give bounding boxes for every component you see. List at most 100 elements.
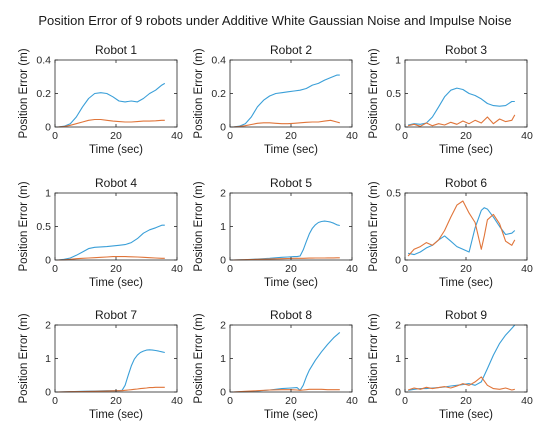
robot-6-xlabel: Time (sec) — [439, 277, 493, 289]
robot-5-xtick-label: 0 — [227, 263, 233, 275]
robot-6-xtick-label: 20 — [460, 263, 472, 275]
robot-3-xtick-label: 40 — [521, 130, 533, 142]
robot-2-title: Robot 2 — [270, 43, 312, 57]
robot-4-xtick-label: 20 — [110, 263, 122, 275]
robot-2-xlabel: Time (sec) — [264, 144, 318, 156]
robot-5-ytick-label: 2 — [220, 188, 226, 200]
robot-9-series-2-line — [407, 376, 515, 391]
robot-3-xlabel: Time (sec) — [439, 144, 493, 156]
robot-6-ytick-label: 0 — [395, 255, 401, 267]
figure-title: Position Error of 9 robots under Additiv… — [38, 13, 511, 28]
robot-5-xtick-label: 40 — [346, 263, 358, 275]
robot-9-axes-frame — [404, 324, 528, 393]
robot-8-axes-frame — [229, 324, 353, 393]
robot-4-xlabel: Time (sec) — [89, 277, 143, 289]
robot-9-ytick-label: 0 — [395, 387, 401, 399]
robot-1-ylabel: Position Error (m) — [18, 48, 30, 138]
robot-4-xtick-label: 0 — [52, 263, 58, 275]
robot-2-ytick-label: 0.4 — [211, 55, 226, 67]
robot-2-series-1-line — [233, 74, 340, 128]
robot-8-series-2-line — [233, 388, 340, 393]
robot-1-xtick-label: 0 — [52, 130, 58, 142]
robot-8-title: Robot 8 — [270, 308, 312, 322]
robot-8-ylabel: Position Error (m) — [193, 313, 205, 403]
robot-6-ytick-label: 0.5 — [386, 188, 401, 200]
robot-5-series-1-line — [233, 220, 340, 261]
robot-8-xtick-label: 0 — [227, 395, 233, 407]
robot-1-ytick-label: 0.4 — [36, 55, 51, 67]
robot-7-ytick-label: 1 — [45, 353, 51, 365]
robot-3-ytick-label: 0.5 — [386, 88, 401, 100]
robot-3-axes-frame — [404, 59, 528, 128]
robot-7-series-2-line — [57, 386, 165, 393]
robot-3-xtick-label: 0 — [402, 130, 408, 142]
robot-8-ytick-label: 1 — [220, 353, 226, 365]
robot-6-title: Robot 6 — [445, 176, 487, 190]
robot-9-title: Robot 9 — [445, 308, 487, 322]
robot-9-ytick-label: 2 — [395, 320, 401, 332]
robot-1-xlabel: Time (sec) — [89, 144, 143, 156]
robot-6-xtick-label: 0 — [402, 263, 408, 275]
robot-8-xtick-label: 40 — [346, 395, 358, 407]
robot-1-xtick-label: 40 — [171, 130, 183, 142]
robot-4-ytick-label: 0 — [45, 255, 51, 267]
robot-5-axes-frame — [229, 192, 353, 261]
robot-2-ylabel: Position Error (m) — [193, 48, 205, 138]
robot-9-ylabel: Position Error (m) — [368, 313, 380, 403]
robot-2-xtick-label: 40 — [346, 130, 358, 142]
robot-7-title: Robot 7 — [95, 308, 137, 322]
robot-7-xlabel: Time (sec) — [89, 409, 143, 421]
robot-3-ytick-label: 0 — [395, 122, 401, 134]
robot-5-ytick-label: 1 — [220, 221, 226, 233]
robot-6-series-1-line — [407, 207, 516, 256]
robot-7-xtick-label: 20 — [110, 395, 122, 407]
robot-2-series-2-line — [233, 119, 340, 128]
robot-1-title: Robot 1 — [95, 43, 137, 57]
robot-9-ytick-label: 1 — [395, 353, 401, 365]
robot-8-series-1-line — [233, 331, 341, 393]
robot-6-ylabel: Position Error (m) — [368, 181, 380, 271]
robot-4-series-2-line — [57, 256, 165, 261]
robot-2-xtick-label: 0 — [227, 130, 233, 142]
robot-1-series-2-line — [57, 118, 165, 128]
robot-5-ylabel: Position Error (m) — [193, 181, 205, 271]
robot-9-xlabel: Time (sec) — [439, 409, 493, 421]
robot-5-xlabel: Time (sec) — [264, 277, 318, 289]
robot-4-ylabel: Position Error (m) — [18, 181, 30, 271]
robot-4-ytick-label: 1 — [45, 188, 51, 200]
robot-1-ytick-label: 0 — [45, 122, 51, 134]
robot-9-xtick-label: 20 — [460, 395, 472, 407]
robot-9-xtick-label: 40 — [521, 395, 533, 407]
robot-1-axes-frame — [54, 59, 178, 128]
robot-5-xtick-label: 20 — [285, 263, 297, 275]
robot-9-xtick-label: 0 — [402, 395, 408, 407]
robot-9-series-1-line — [408, 324, 516, 391]
robot-6-xtick-label: 40 — [521, 263, 533, 275]
robot-3-xtick-label: 20 — [460, 130, 472, 142]
robot-4-ytick-label: 0.5 — [36, 221, 51, 233]
robot-7-ytick-label: 2 — [45, 320, 51, 332]
robot-8-ytick-label: 2 — [220, 320, 226, 332]
robot-1-xtick-label: 20 — [110, 130, 122, 142]
robot-1-series-1-line — [57, 82, 166, 128]
robot-3-ytick-label: 1 — [395, 55, 401, 67]
robot-2-ytick-label: 0 — [220, 122, 226, 134]
robot-2-xtick-label: 20 — [285, 130, 297, 142]
robot-1-ytick-label: 0.2 — [36, 88, 51, 100]
robot-6-series-2-line — [407, 200, 516, 257]
robot-4-xtick-label: 40 — [171, 263, 183, 275]
robot-2-axes-frame — [229, 59, 353, 128]
robot-7-xtick-label: 40 — [171, 395, 183, 407]
robot-3-title: Robot 3 — [445, 43, 487, 57]
robot-7-series-1-line — [57, 349, 165, 393]
robot-3-series-2-line — [407, 114, 516, 127]
robot-7-axes-frame — [54, 324, 178, 393]
robot-5-series-2-line — [233, 257, 340, 261]
robot-4-title: Robot 4 — [95, 176, 137, 190]
robot-2-ytick-label: 0.2 — [211, 88, 226, 100]
robot-8-xtick-label: 20 — [285, 395, 297, 407]
robot-3-ylabel: Position Error (m) — [368, 48, 380, 138]
robot-5-title: Robot 5 — [270, 176, 312, 190]
robot-8-ytick-label: 0 — [220, 387, 226, 399]
